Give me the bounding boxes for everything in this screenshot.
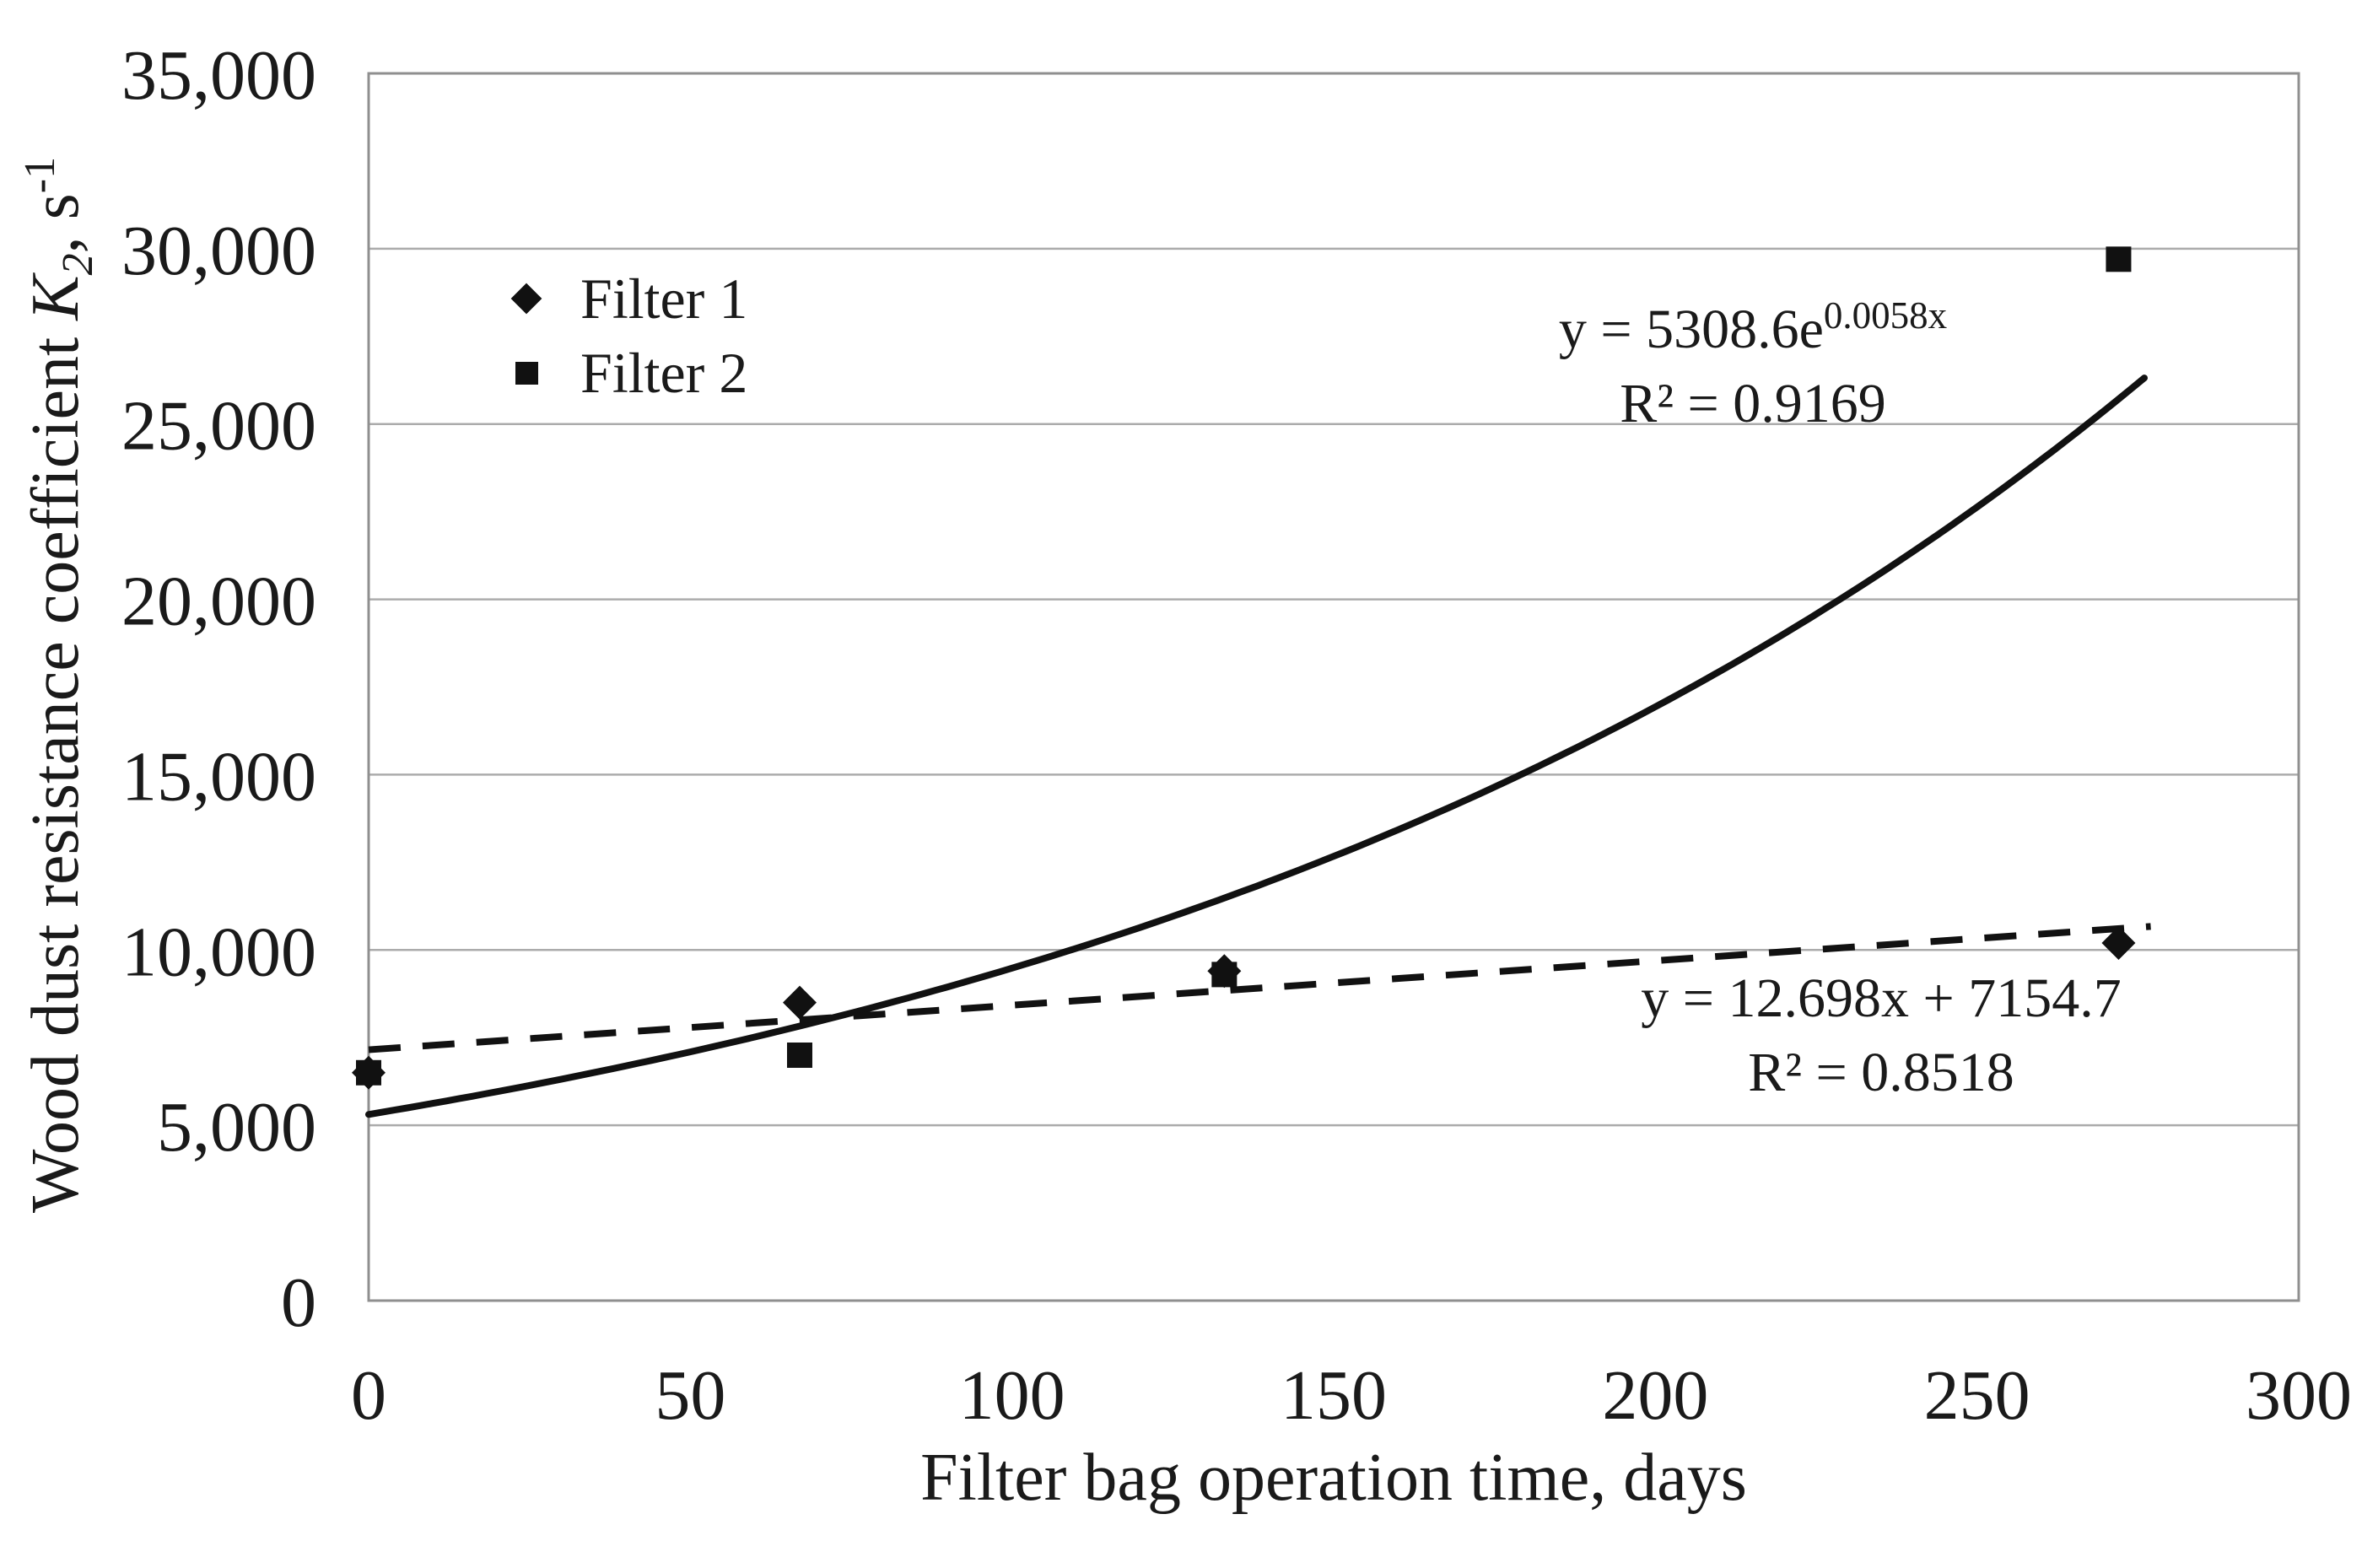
filter2-trendline xyxy=(365,374,2148,1118)
filter2-r2: R² = 0.9169 xyxy=(1620,373,1886,434)
filter1-trendline xyxy=(368,923,2151,1053)
y-tick-label: 0 xyxy=(281,1264,316,1342)
filter2-marker-cell xyxy=(504,361,548,385)
y-tick-label: 20,000 xyxy=(121,563,316,641)
x-axis-title: Filter bag operation time, days xyxy=(920,1441,1747,1515)
filter2-equation: y = 5308.6e0.0058x xyxy=(1558,294,1948,360)
square-marker-icon xyxy=(515,361,538,385)
legend-item-filter1: Filter 1 xyxy=(504,267,747,330)
plot-border xyxy=(367,72,2300,1302)
legend-item-filter2: Filter 2 xyxy=(504,342,747,404)
x-tick-label: 300 xyxy=(2246,1356,2352,1435)
x-tick-label: 0 xyxy=(351,1356,386,1435)
y-tick-label: 30,000 xyxy=(121,212,316,290)
filter1-marker-cell xyxy=(504,283,548,315)
filter2-point xyxy=(2106,246,2132,272)
y-axis-title: Wood dust resistance coefficient K2, s-1 xyxy=(16,156,102,1214)
filter1-point xyxy=(782,985,817,1020)
x-tick-label: 250 xyxy=(1924,1356,2030,1435)
filter2-equation-annotation: y = 5308.6e0.0058x R² = 0.9169 xyxy=(1559,278,1947,441)
y-tick-label: 15,000 xyxy=(121,737,316,816)
k2-symbol: K2 xyxy=(18,253,102,321)
x-tick-label: 200 xyxy=(1602,1356,1708,1435)
filter1-equation: y = 12.698x + 7154.7 xyxy=(1641,967,2122,1029)
legend-label-filter2: Filter 2 xyxy=(580,341,748,405)
x-tick-label: 100 xyxy=(959,1356,1065,1435)
filter2-point xyxy=(356,1059,381,1086)
y-tick-label: 25,000 xyxy=(121,387,316,466)
legend: Filter 1 Filter 2 xyxy=(504,267,747,404)
legend-label-filter1: Filter 1 xyxy=(580,267,748,331)
diamond-marker-icon xyxy=(510,283,542,315)
filter1-equation-annotation: y = 12.698x + 7154.7 R² = 0.8518 xyxy=(1641,962,2121,1110)
x-tick-label: 50 xyxy=(655,1356,725,1435)
y-tick-label: 5,000 xyxy=(157,1088,316,1167)
filter2-point xyxy=(786,1043,812,1068)
filter1-point xyxy=(2101,925,2136,960)
y-tick-label: 35,000 xyxy=(121,36,316,115)
y-tick-label: 10,000 xyxy=(121,913,316,991)
filter1-r2: R² = 0.8518 xyxy=(1748,1042,2014,1103)
filter2-point xyxy=(1211,962,1238,988)
x-tick-label: 150 xyxy=(1281,1356,1387,1435)
